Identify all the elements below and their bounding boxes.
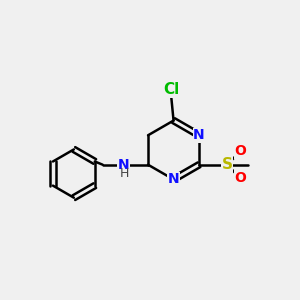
- Text: N: N: [168, 172, 179, 186]
- Text: Cl: Cl: [163, 82, 179, 98]
- Text: O: O: [234, 171, 246, 185]
- Text: S: S: [221, 157, 233, 172]
- Text: O: O: [234, 145, 246, 158]
- Text: N: N: [118, 158, 130, 172]
- Text: H: H: [120, 167, 130, 180]
- Text: N: N: [193, 128, 205, 142]
